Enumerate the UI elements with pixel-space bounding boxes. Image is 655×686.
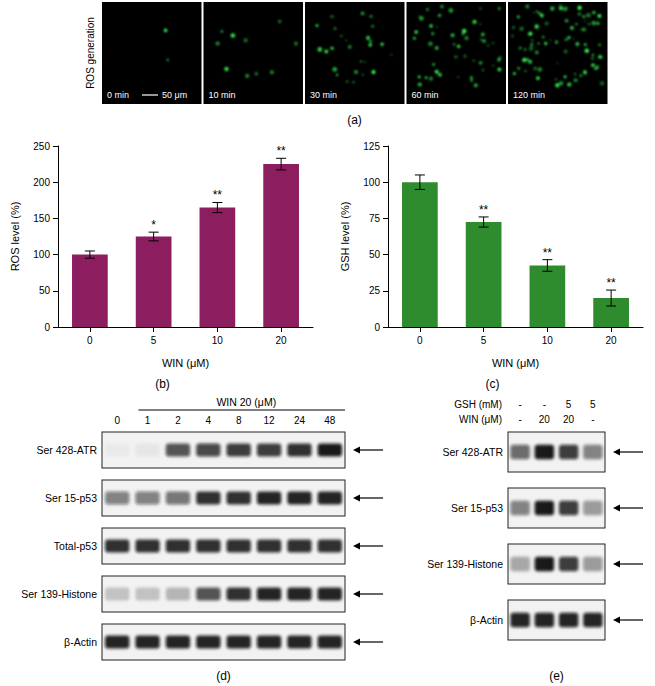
svg-text:Ser 139-Histone: Ser 139-Histone xyxy=(21,588,97,600)
svg-text:Ser 139-Histone: Ser 139-Histone xyxy=(427,558,503,570)
svg-text:(b): (b) xyxy=(155,377,170,391)
svg-text:ROS level (%): ROS level (%) xyxy=(9,202,21,272)
svg-text:β-Actin: β-Actin xyxy=(470,614,503,626)
svg-text:(e): (e) xyxy=(549,669,564,683)
svg-text:20: 20 xyxy=(606,335,618,346)
svg-text:75: 75 xyxy=(369,213,381,224)
svg-text:1: 1 xyxy=(145,415,151,426)
svg-text:50: 50 xyxy=(39,285,51,296)
svg-text:-: - xyxy=(543,399,546,410)
svg-text:5: 5 xyxy=(151,335,157,346)
svg-text:60 min: 60 min xyxy=(412,90,439,100)
svg-text:WIN (μM): WIN (μM) xyxy=(162,357,209,369)
svg-text:-: - xyxy=(591,414,594,425)
svg-text:5: 5 xyxy=(566,399,572,410)
svg-text:0: 0 xyxy=(417,335,423,346)
svg-text:-: - xyxy=(518,399,521,410)
svg-text:100: 100 xyxy=(33,249,50,260)
svg-text:**: ** xyxy=(543,246,553,260)
svg-text:4: 4 xyxy=(206,415,212,426)
svg-text:Ser 15-p53: Ser 15-p53 xyxy=(451,502,503,514)
svg-text:**: ** xyxy=(479,203,489,217)
svg-text:100: 100 xyxy=(363,177,380,188)
svg-text:0 min: 0 min xyxy=(107,90,129,100)
svg-text:**: ** xyxy=(213,188,223,202)
svg-text:24: 24 xyxy=(294,415,306,426)
svg-text:(d): (d) xyxy=(216,669,231,683)
svg-text:ROS generation: ROS generation xyxy=(85,17,96,89)
svg-text:25: 25 xyxy=(369,285,381,296)
svg-text:*: * xyxy=(151,218,156,232)
svg-text:10: 10 xyxy=(542,335,554,346)
svg-text:5: 5 xyxy=(590,399,596,410)
svg-text:5: 5 xyxy=(481,335,487,346)
svg-text:**: ** xyxy=(276,144,286,158)
svg-text:20: 20 xyxy=(563,414,575,425)
svg-text:10: 10 xyxy=(212,335,224,346)
svg-text:**: ** xyxy=(606,276,616,290)
svg-text:Ser 428-ATR: Ser 428-ATR xyxy=(37,444,98,456)
svg-text:(a): (a) xyxy=(347,113,362,127)
svg-text:WIN (μM): WIN (μM) xyxy=(492,357,539,369)
svg-text:50: 50 xyxy=(369,249,381,260)
svg-text:48: 48 xyxy=(324,415,336,426)
svg-text:30 min: 30 min xyxy=(310,90,337,100)
svg-text:0: 0 xyxy=(374,322,380,333)
svg-text:Total-p53: Total-p53 xyxy=(54,540,97,552)
svg-text:0: 0 xyxy=(44,322,50,333)
svg-text:12: 12 xyxy=(264,415,276,426)
svg-text:20: 20 xyxy=(276,335,288,346)
svg-text:β-Actin: β-Actin xyxy=(64,636,97,648)
svg-text:120 min: 120 min xyxy=(513,90,545,100)
svg-text:-: - xyxy=(518,414,521,425)
svg-text:250: 250 xyxy=(33,141,50,152)
svg-text:50 μm: 50 μm xyxy=(162,90,187,100)
svg-text:0: 0 xyxy=(114,415,120,426)
svg-text:125: 125 xyxy=(363,141,380,152)
svg-text:0: 0 xyxy=(87,335,93,346)
svg-text:WIN (μM): WIN (μM) xyxy=(459,414,502,425)
svg-text:Ser 428-ATR: Ser 428-ATR xyxy=(443,446,504,458)
svg-text:(c): (c) xyxy=(486,377,500,391)
svg-text:20: 20 xyxy=(539,414,551,425)
svg-text:10 min: 10 min xyxy=(209,90,236,100)
svg-text:GSH level (%): GSH level (%) xyxy=(339,202,351,272)
svg-text:200: 200 xyxy=(33,177,50,188)
svg-text:8: 8 xyxy=(236,415,242,426)
svg-text:WIN 20 (μM): WIN 20 (μM) xyxy=(216,396,276,408)
svg-text:2: 2 xyxy=(175,415,181,426)
svg-text:GSH (mM): GSH (mM) xyxy=(454,399,502,410)
svg-text:Ser 15-p53: Ser 15-p53 xyxy=(45,492,97,504)
svg-text:150: 150 xyxy=(33,213,50,224)
